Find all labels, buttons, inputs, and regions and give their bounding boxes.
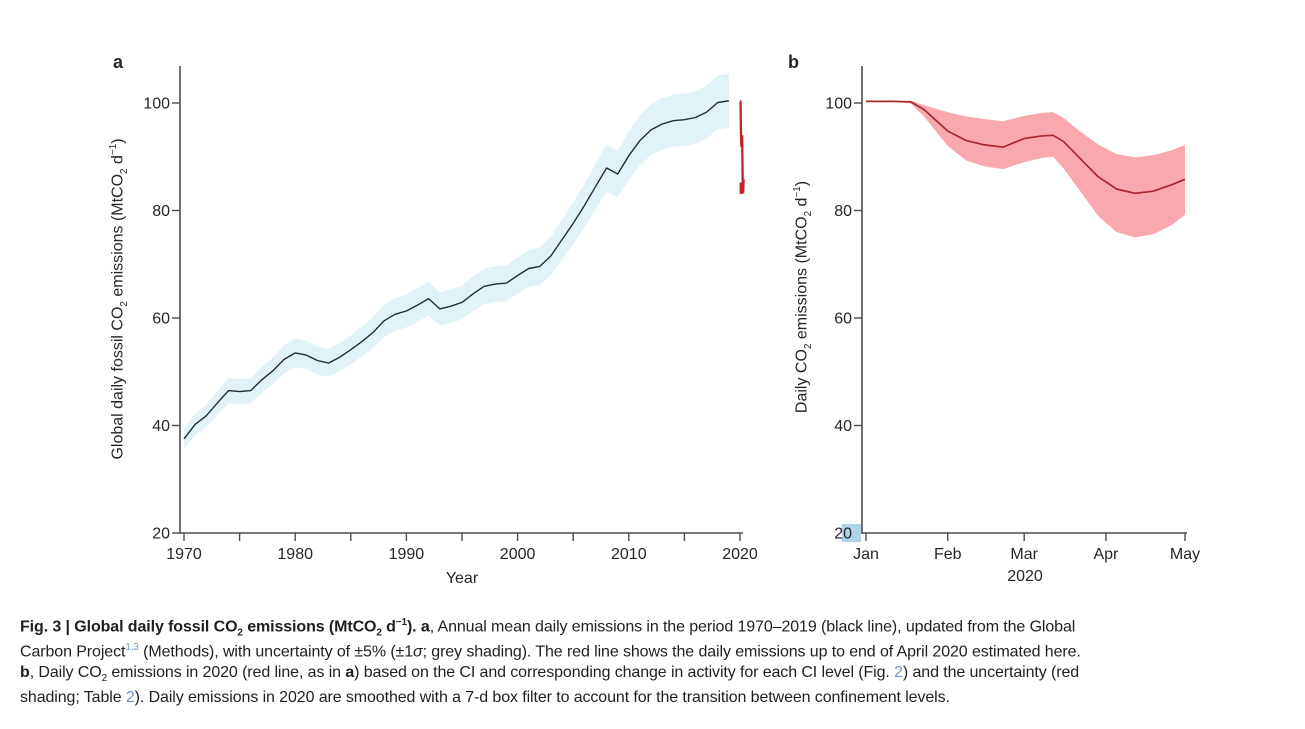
figure-caption: Fig. 3 | Global daily fossil CO2 emissio… <box>20 610 1300 710</box>
panel-a-x-tick-label: 2000 <box>500 546 536 563</box>
panel-a-x-tick-label: 1970 <box>166 546 202 563</box>
panel-a-y-tick-label: 60 <box>152 311 170 328</box>
panel-b-y-tick-label: 40 <box>834 418 852 435</box>
panel-a-x-tick-label: 2010 <box>611 546 647 563</box>
panel-a-x-tick-label: 1990 <box>389 546 425 563</box>
panel-a-y-tick-label: 80 <box>152 203 170 220</box>
panel-b-emissions-line <box>866 100 1186 195</box>
panel-a-letter: a <box>113 52 124 72</box>
panel-b-y-tick-label: 60 <box>834 311 852 328</box>
panel-a-x-tick-label: 2020 <box>722 546 758 563</box>
panel-a-y-axis-title: Global daily fossil CO2 emissions (MtCO2… <box>108 138 130 460</box>
panel-b-letter: b <box>788 52 799 72</box>
panel-b-uncertainty-band <box>866 100 1185 238</box>
panel-b-x-tick-label: Mar <box>1010 546 1038 563</box>
text-selection-highlight <box>842 524 861 542</box>
panel-b-y-tick-label: 100 <box>825 96 852 113</box>
panel-a-red-2020-line <box>739 100 745 194</box>
panel-a-y-tick-label: 40 <box>152 418 170 435</box>
caption-line-1: Fig. 3 | Global daily fossil CO2 emissio… <box>20 617 1076 639</box>
panel-a-x-tick-label: 1980 <box>277 546 313 563</box>
panel-b-x-tick-label: Feb <box>934 546 962 563</box>
panel-a-uncertainty-band <box>184 73 729 450</box>
caption-line-4: shading; Table 2). Daily emissions in 20… <box>20 689 950 706</box>
reference-link[interactable]: 2 <box>125 689 135 706</box>
reference-link[interactable]: 1,3 <box>125 642 139 653</box>
panel-b-x-tick-label: Apr <box>1093 546 1119 563</box>
caption-line-3: b, Daily CO2 emissions in 2020 (red line… <box>20 664 1080 685</box>
reference-link[interactable]: 2 <box>894 664 903 681</box>
caption-line-2: Carbon Project1,3 (Methods), with uncert… <box>20 642 1081 661</box>
panel-b-y-tick-label: 20 <box>834 526 852 543</box>
panel-a-x-axis-title: Year <box>446 570 479 587</box>
panel-b-x-tick-label: Jan <box>853 546 879 563</box>
panel-a-y-tick-label: 100 <box>143 96 170 113</box>
panel-a-y-tick-label: 20 <box>152 526 170 543</box>
panel-b-x-axis-title: 2020 <box>1007 568 1043 585</box>
panel-b-x-tick-label: May <box>1170 546 1200 563</box>
panel-b-y-tick-label: 80 <box>834 203 852 220</box>
panel-b-y-axis-title: Daily CO2 emissions (MtCO2 d−1) <box>792 180 814 414</box>
panel-a-emissions-line <box>183 100 730 440</box>
